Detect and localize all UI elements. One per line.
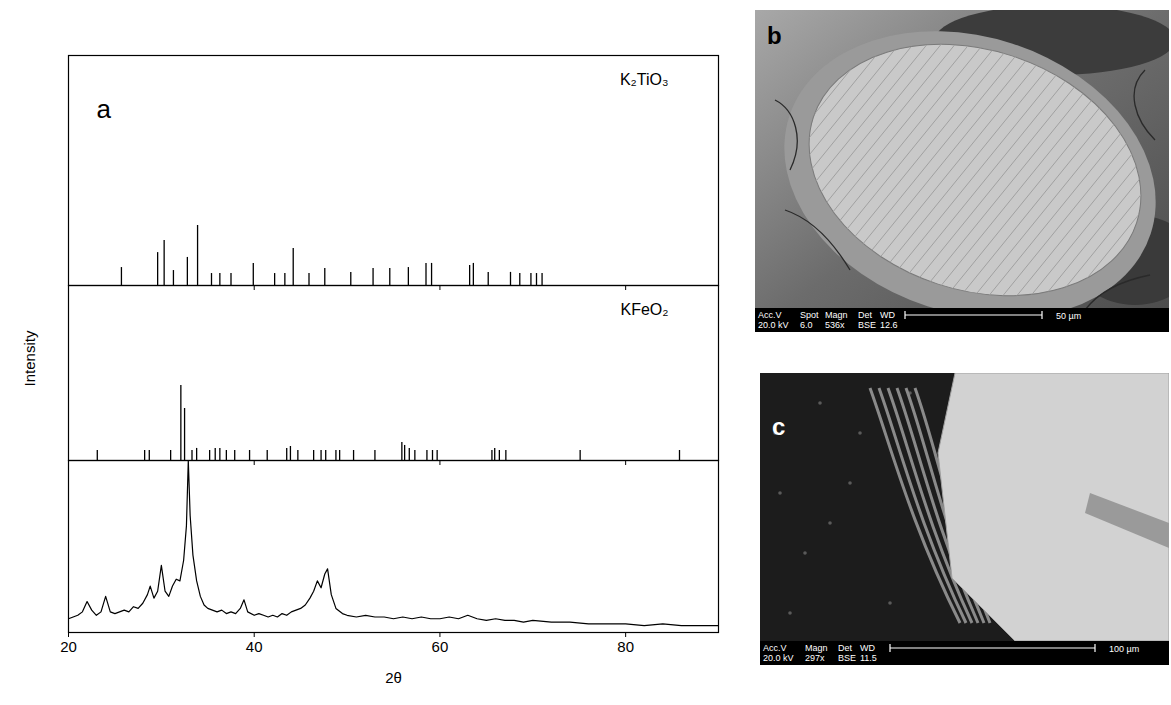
svg-text:BSE: BSE bbox=[838, 653, 856, 663]
svg-text:Acc.V: Acc.V bbox=[758, 310, 782, 320]
svg-text:c: c bbox=[772, 413, 785, 440]
svg-text:12.6: 12.6 bbox=[880, 320, 898, 330]
svg-text:Det: Det bbox=[838, 643, 853, 653]
svg-text:b: b bbox=[767, 22, 782, 49]
svg-text:2θ: 2θ bbox=[385, 669, 402, 686]
svg-text:40: 40 bbox=[246, 638, 263, 655]
svg-text:Det: Det bbox=[858, 310, 873, 320]
svg-text:Acc.V: Acc.V bbox=[763, 643, 787, 653]
svg-text:536x: 536x bbox=[825, 320, 845, 330]
svg-text:60: 60 bbox=[432, 638, 449, 655]
svg-text:20.0 kV: 20.0 kV bbox=[758, 320, 789, 330]
svg-text:80: 80 bbox=[617, 638, 634, 655]
svg-text:20.0 kV: 20.0 kV bbox=[763, 653, 794, 663]
svg-text:20: 20 bbox=[60, 638, 77, 655]
svg-text:K₂TiO₃: K₂TiO₃ bbox=[620, 71, 669, 88]
svg-text:a: a bbox=[97, 94, 112, 124]
svg-text:50 µm: 50 µm bbox=[1056, 311, 1081, 321]
svg-text:6.0: 6.0 bbox=[800, 320, 813, 330]
svg-text:BSE: BSE bbox=[858, 320, 876, 330]
svg-text:Magn: Magn bbox=[825, 310, 848, 320]
svg-text:11.5: 11.5 bbox=[860, 653, 877, 663]
svg-text:KFeO₂: KFeO₂ bbox=[621, 301, 669, 318]
html-text:Intensity: Intensity bbox=[20, 330, 38, 387]
svg-text:297x: 297x bbox=[805, 653, 825, 663]
svg-text:WD: WD bbox=[860, 643, 875, 653]
svg-text:100 µm: 100 µm bbox=[1109, 644, 1139, 654]
svg-text:Magn: Magn bbox=[805, 643, 828, 653]
svg-text:WD: WD bbox=[880, 310, 895, 320]
svg-text:Spot: Spot bbox=[800, 310, 819, 320]
